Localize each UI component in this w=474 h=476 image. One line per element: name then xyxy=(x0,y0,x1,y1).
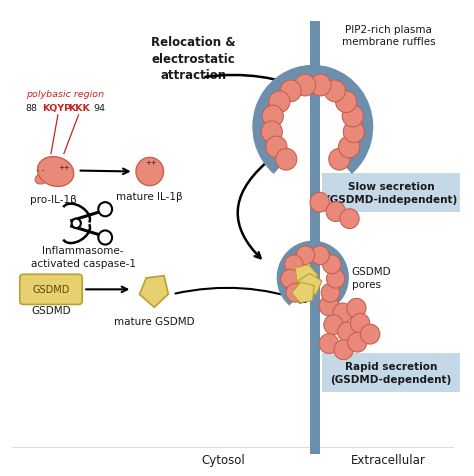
FancyBboxPatch shape xyxy=(322,174,460,212)
Circle shape xyxy=(327,270,345,288)
Ellipse shape xyxy=(37,157,74,187)
Text: 88: 88 xyxy=(26,104,38,113)
FancyBboxPatch shape xyxy=(310,21,320,455)
Circle shape xyxy=(343,122,365,143)
Text: Slow secretion
(GSDMD-independent): Slow secretion (GSDMD-independent) xyxy=(325,181,457,204)
Circle shape xyxy=(136,158,164,186)
Circle shape xyxy=(294,75,316,97)
Circle shape xyxy=(98,231,112,245)
Text: Cytosol: Cytosol xyxy=(201,453,245,466)
Circle shape xyxy=(329,149,350,171)
Circle shape xyxy=(280,81,301,102)
Circle shape xyxy=(326,202,346,222)
Text: 94: 94 xyxy=(93,104,105,113)
Text: Inflammasome-
activated caspase-1: Inflammasome- activated caspase-1 xyxy=(31,246,136,268)
Polygon shape xyxy=(295,265,318,287)
Circle shape xyxy=(72,219,81,228)
Circle shape xyxy=(340,209,359,229)
Circle shape xyxy=(310,75,331,97)
Circle shape xyxy=(296,246,315,265)
Circle shape xyxy=(323,255,341,274)
Text: KKK: KKK xyxy=(69,104,91,113)
Circle shape xyxy=(261,122,283,143)
Circle shape xyxy=(347,298,366,318)
Circle shape xyxy=(348,333,367,352)
FancyBboxPatch shape xyxy=(20,275,82,305)
Text: Extracellular: Extracellular xyxy=(351,453,426,466)
Circle shape xyxy=(350,314,370,334)
Text: GSDMD: GSDMD xyxy=(31,306,71,316)
Circle shape xyxy=(284,255,303,274)
Circle shape xyxy=(337,322,357,342)
Text: mature IL-1β: mature IL-1β xyxy=(117,192,183,202)
Ellipse shape xyxy=(35,174,48,185)
Circle shape xyxy=(310,193,329,213)
Circle shape xyxy=(324,315,343,335)
Circle shape xyxy=(361,325,380,344)
Circle shape xyxy=(286,284,304,303)
Text: polybasic region: polybasic region xyxy=(26,90,104,99)
Text: Rapid secretion
(GSDMD-dependent): Rapid secretion (GSDMD-dependent) xyxy=(330,361,451,384)
Circle shape xyxy=(269,92,290,113)
Circle shape xyxy=(319,334,338,354)
Circle shape xyxy=(342,106,364,128)
Polygon shape xyxy=(139,276,168,307)
Circle shape xyxy=(262,106,283,128)
Circle shape xyxy=(321,284,339,303)
Circle shape xyxy=(281,270,299,288)
Circle shape xyxy=(319,297,338,316)
Circle shape xyxy=(336,92,357,113)
Circle shape xyxy=(276,149,297,171)
FancyBboxPatch shape xyxy=(322,353,460,392)
Text: KQYP: KQYP xyxy=(42,104,71,113)
Polygon shape xyxy=(292,283,314,303)
Circle shape xyxy=(324,81,346,102)
Text: Relocation &
electrostatic
attraction: Relocation & electrostatic attraction xyxy=(151,36,236,82)
Polygon shape xyxy=(298,274,322,295)
Circle shape xyxy=(338,137,360,159)
Text: - -: - - xyxy=(37,167,45,173)
Circle shape xyxy=(266,137,287,159)
Text: GSDMD: GSDMD xyxy=(32,284,70,294)
Text: GSDMD
pores: GSDMD pores xyxy=(352,267,392,289)
Circle shape xyxy=(333,303,352,323)
Text: mature GSDMD: mature GSDMD xyxy=(114,317,195,327)
Text: PIP2-rich plasma
membrane ruffles: PIP2-rich plasma membrane ruffles xyxy=(342,25,435,47)
Text: pro-IL-1β: pro-IL-1β xyxy=(30,194,77,204)
Circle shape xyxy=(311,246,329,265)
Text: ++: ++ xyxy=(145,160,156,166)
Circle shape xyxy=(98,203,112,217)
Text: ++: ++ xyxy=(58,164,70,170)
Circle shape xyxy=(334,340,353,360)
